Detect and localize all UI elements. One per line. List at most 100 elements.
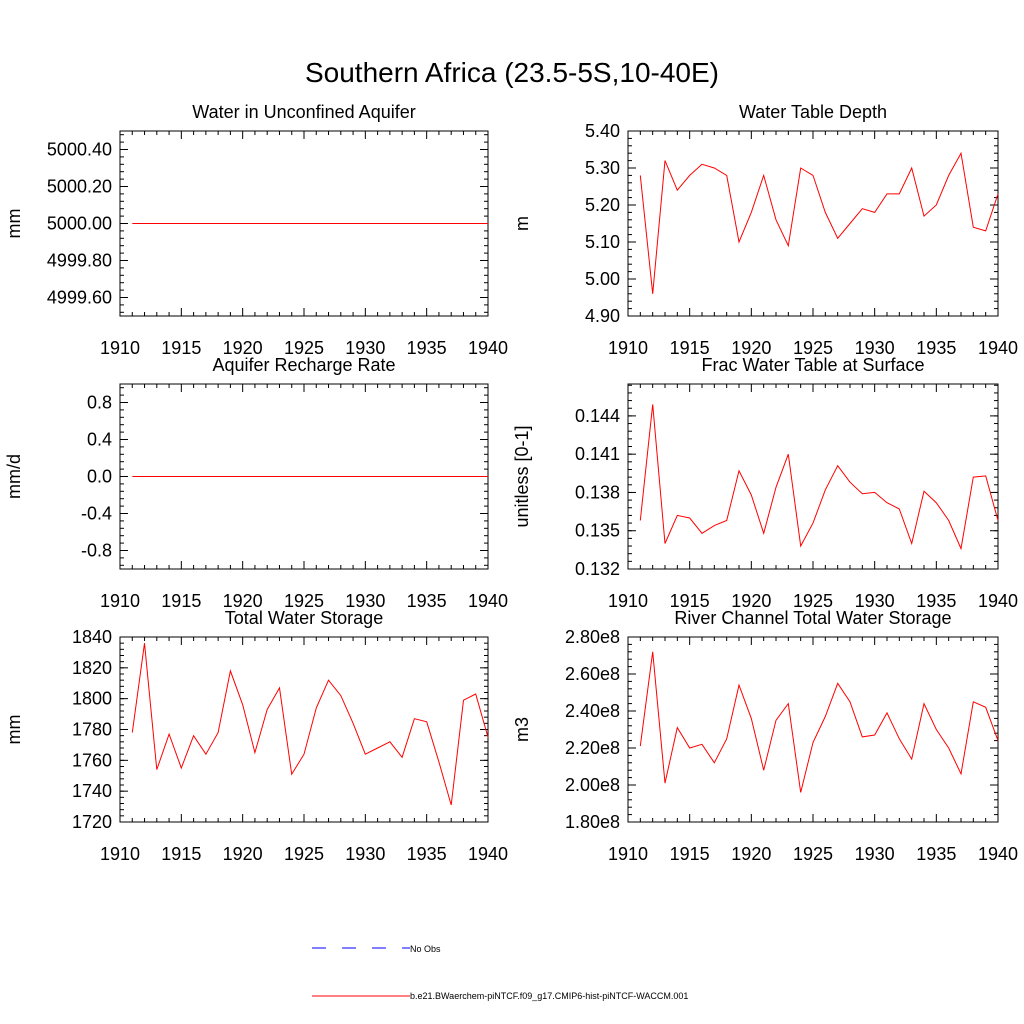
- x-tick-label: 1925: [793, 338, 833, 358]
- x-tick-label: 1910: [608, 591, 648, 611]
- y-tick-label: 5.10: [585, 232, 620, 252]
- y-tick-label: 2.80e8: [565, 627, 620, 647]
- y-tick-label: 4.90: [585, 306, 620, 326]
- panel-title: Water Table Depth: [739, 102, 887, 122]
- y-tick-label: 4999.60: [47, 288, 112, 308]
- y-tick-label: 2.00e8: [565, 775, 620, 795]
- y-tick-label: 1820: [72, 658, 112, 678]
- panel-title: River Channel Total Water Storage: [674, 608, 951, 628]
- y-tick-label: 5.00: [585, 269, 620, 289]
- plot-frame: [119, 636, 489, 823]
- y-tick-label: 1840: [72, 627, 112, 647]
- x-tick-label: 1910: [100, 591, 140, 611]
- x-tick-label: 1910: [100, 844, 140, 864]
- legend-obs-label: No Obs: [410, 944, 441, 954]
- series-line: [639, 651, 999, 793]
- x-tick-label: 1925: [284, 338, 324, 358]
- y-tick-label: 5000.00: [47, 214, 112, 234]
- y-axis-label: mm/d: [4, 454, 24, 499]
- y-axis-label: mm: [4, 715, 24, 745]
- x-tick-label: 1930: [345, 591, 385, 611]
- chart-panel: Frac Water Table at Surface 1910 1915 1920 1…: [512, 355, 1018, 611]
- x-tick-label: 1925: [793, 844, 833, 864]
- x-tick-label: 1935: [407, 844, 447, 864]
- y-tick-label: 1.80e8: [565, 812, 620, 832]
- y-tick-label: 5.20: [585, 195, 620, 215]
- x-tick-label: 1935: [407, 338, 447, 358]
- plot-frame: [627, 383, 999, 570]
- chart-panel: Aquifer Recharge Rate 1910 1915 1920 1925 193…: [4, 355, 508, 611]
- y-tick-label: 0.141: [575, 444, 620, 464]
- chart-panel: River Channel Total Water Storage 1910 191…: [512, 608, 1018, 864]
- panel-title: Water in Unconfined Aquifer: [192, 102, 415, 122]
- legend: No Obs b.e21.BWaerchem-piNTCF.f09_g17.CM…: [312, 944, 688, 1001]
- x-tick-label: 1930: [345, 844, 385, 864]
- y-tick-label: 1760: [72, 750, 112, 770]
- chart-panel: Water Table Depth 1910 1915 1920 1925 1930 193…: [512, 102, 1018, 358]
- plot-frame: [627, 636, 999, 823]
- y-tick-label: 2.20e8: [565, 738, 620, 758]
- series-line: [131, 643, 489, 806]
- figure-title: Southern Africa (23.5-5S,10-40E): [305, 57, 719, 88]
- x-tick-label: 1940: [468, 338, 508, 358]
- y-tick-label: 0.138: [575, 482, 620, 502]
- x-tick-label: 1925: [284, 591, 324, 611]
- y-tick-label: 0.132: [575, 559, 620, 579]
- y-tick-label: -0.4: [81, 504, 112, 524]
- y-axis-label: mm: [4, 209, 24, 239]
- x-tick-label: 1925: [284, 844, 324, 864]
- panel-grid: Water in Unconfined Aquifer 1910 1915 1920 1…: [4, 102, 1018, 864]
- x-tick-label: 1920: [731, 338, 771, 358]
- panel-title: Aquifer Recharge Rate: [212, 355, 395, 375]
- chart-panel: Water in Unconfined Aquifer 1910 1915 1920 1…: [4, 102, 508, 358]
- y-tick-label: 5.30: [585, 158, 620, 178]
- y-tick-label: 0.135: [575, 521, 620, 541]
- y-tick-label: 1740: [72, 781, 112, 801]
- x-tick-label: 1935: [407, 591, 447, 611]
- y-tick-label: 0.144: [575, 406, 620, 426]
- x-tick-label: 1925: [793, 591, 833, 611]
- x-tick-label: 1920: [223, 338, 263, 358]
- y-tick-label: -0.8: [81, 541, 112, 561]
- y-tick-label: 5000.40: [47, 140, 112, 160]
- x-tick-label: 1920: [731, 591, 771, 611]
- x-tick-label: 1920: [223, 844, 263, 864]
- y-axis-label: m: [512, 216, 532, 231]
- x-tick-label: 1935: [916, 338, 956, 358]
- x-tick-label: 1940: [468, 591, 508, 611]
- x-tick-label: 1940: [468, 844, 508, 864]
- legend-model-label: b.e21.BWaerchem-piNTCF.f09_g17.CMIP6-his…: [410, 991, 688, 1001]
- series-line: [639, 151, 999, 294]
- x-tick-label: 1940: [978, 591, 1018, 611]
- x-tick-label: 1915: [670, 844, 710, 864]
- x-tick-label: 1910: [608, 338, 648, 358]
- y-axis-label: unitless [0-1]: [512, 425, 532, 527]
- chart-panel: Total Water Storage 1910 1915 1920 1925 1930 1…: [4, 608, 508, 864]
- x-tick-label: 1910: [608, 844, 648, 864]
- x-tick-label: 1915: [161, 844, 201, 864]
- x-tick-label: 1940: [978, 844, 1018, 864]
- x-tick-label: 1910: [100, 338, 140, 358]
- x-tick-label: 1920: [223, 591, 263, 611]
- plot-frame: [627, 130, 999, 317]
- y-axis-label: m3: [512, 717, 532, 742]
- panel-title: Frac Water Table at Surface: [701, 355, 924, 375]
- y-tick-label: 0.8: [87, 393, 112, 413]
- x-tick-label: 1940: [978, 338, 1018, 358]
- x-tick-label: 1930: [855, 338, 895, 358]
- y-tick-label: 2.40e8: [565, 701, 620, 721]
- y-tick-label: 0.0: [87, 467, 112, 487]
- y-tick-label: 0.4: [87, 430, 112, 450]
- x-tick-label: 1920: [731, 844, 771, 864]
- y-tick-label: 5.40: [585, 121, 620, 141]
- y-tick-label: 1800: [72, 689, 112, 709]
- x-tick-label: 1935: [916, 591, 956, 611]
- x-tick-label: 1915: [161, 338, 201, 358]
- x-tick-label: 1915: [161, 591, 201, 611]
- series-line: [639, 404, 999, 551]
- x-tick-label: 1915: [670, 338, 710, 358]
- y-tick-label: 1720: [72, 812, 112, 832]
- y-tick-label: 2.60e8: [565, 664, 620, 684]
- y-tick-label: 5000.20: [47, 177, 112, 197]
